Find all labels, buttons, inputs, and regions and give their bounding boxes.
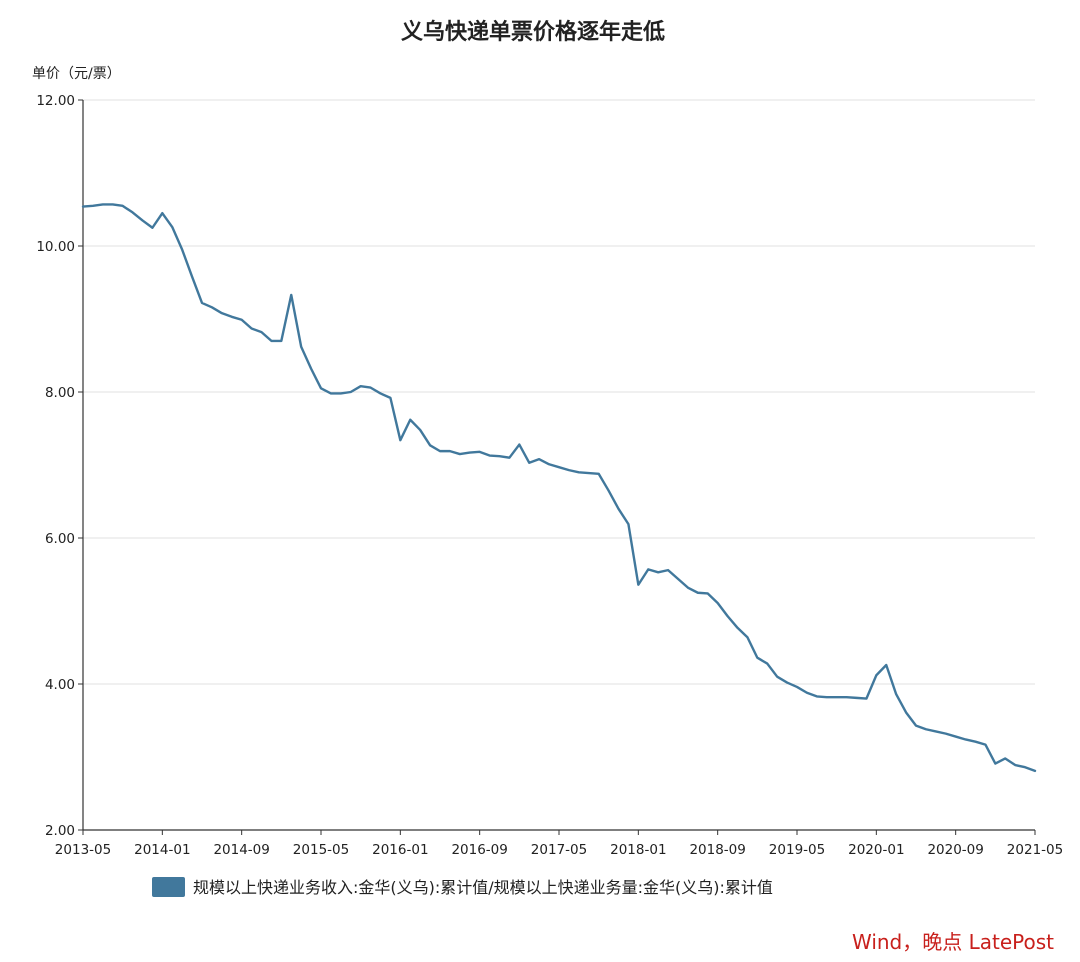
y-tick-labels: 2.00 4.00 6.00 8.00 10.00 12.00 (36, 93, 75, 839)
x-tick-labels: 2013-05 2014-01 2014-09 2015-05 2016-01 2016-… (55, 842, 1063, 858)
x-tick-label: 2018-09 (689, 842, 745, 858)
series-layer (81, 203, 1037, 773)
y-tick-label: 12.00 (36, 93, 75, 109)
x-tick-label: 2020-09 (927, 842, 983, 858)
x-tick-label: 2017-05 (531, 842, 587, 858)
x-tick-label: 2013-05 (55, 842, 111, 858)
x-tick-label: 2014-09 (213, 842, 269, 858)
x-tick-label: 2021-05 (1007, 842, 1063, 858)
legend-label: 规模以上快递业务收入:金华(义乌):累计值/规模以上快递业务量:金华(义乌):累… (193, 878, 773, 897)
y-tick-label: 8.00 (45, 385, 75, 401)
y-tick-label: 2.00 (45, 823, 75, 839)
x-tick-label: 2016-01 (372, 842, 428, 858)
x-tick-label: 2015-05 (293, 842, 349, 858)
y-tick-label: 6.00 (45, 531, 75, 547)
y-tick-label: 4.00 (45, 677, 75, 693)
source-credit: Wind，晚点 LatePost (851, 930, 1054, 954)
gridlines (83, 99, 1035, 685)
series-line (81, 203, 1037, 773)
x-tick-label: 2018-01 (610, 842, 666, 858)
x-tick-label: 2016-09 (451, 842, 507, 858)
legend-swatch (152, 877, 185, 897)
y-tick-label: 10.00 (36, 239, 75, 255)
axes (78, 99, 1036, 835)
y-axis-label: 单价（元/票） (32, 66, 121, 82)
chart-title: 义乌快递单票价格逐年走低 (401, 19, 665, 45)
x-tick-label: 2020-01 (848, 842, 904, 858)
x-tick-label: 2019-05 (769, 842, 825, 858)
x-tick-label: 2014-01 (134, 842, 190, 858)
legend[interactable]: 规模以上快递业务收入:金华(义乌):累计值/规模以上快递业务量:金华(义乌):累… (152, 877, 773, 897)
